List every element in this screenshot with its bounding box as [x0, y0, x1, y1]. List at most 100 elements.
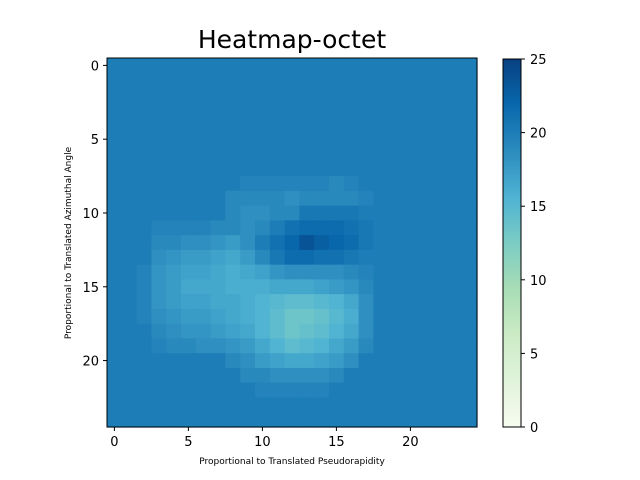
colorbar-tick-label: 10 — [530, 274, 547, 289]
heatmap-cell — [314, 338, 330, 354]
heatmap-cell — [121, 220, 138, 236]
heatmap-cell — [462, 367, 478, 384]
heatmap-cell — [299, 161, 315, 177]
heatmap-cell — [136, 102, 152, 118]
heatmap-cell — [462, 353, 478, 369]
heatmap-cell — [195, 131, 212, 148]
heatmap-cell — [299, 87, 315, 103]
heatmap-cell — [358, 102, 374, 118]
heatmap-cell — [269, 176, 286, 192]
heatmap-cell — [151, 323, 167, 340]
heatmap-cell — [462, 412, 478, 428]
heatmap-cell — [210, 117, 226, 133]
heatmap-cell — [329, 190, 345, 207]
heatmap-cell — [166, 412, 182, 428]
heatmap-cell — [269, 146, 286, 162]
heatmap-cell — [166, 146, 182, 162]
heatmap-cell — [255, 323, 271, 340]
heatmap-cell — [358, 397, 374, 413]
heatmap-cell — [195, 87, 212, 103]
heatmap-cell — [329, 72, 345, 89]
heatmap-cell — [373, 117, 389, 133]
heatmap-cell — [240, 397, 256, 413]
heatmap-cell — [225, 353, 241, 369]
heatmap-cell — [343, 338, 360, 354]
heatmap-cell — [240, 117, 256, 133]
heatmap-cell — [121, 117, 138, 133]
heatmap-cell — [447, 176, 463, 192]
heatmap-cell — [432, 72, 448, 89]
heatmap-cell — [181, 308, 197, 325]
heatmap-cell — [284, 146, 300, 162]
heatmap-cell — [284, 264, 300, 280]
heatmap-cell — [284, 367, 300, 384]
heatmap-cell — [121, 205, 138, 221]
heatmap-cell — [121, 279, 138, 295]
heatmap-cell — [240, 87, 256, 103]
heatmap-cell — [166, 117, 182, 133]
heatmap-cell — [343, 367, 360, 384]
heatmap-cell — [195, 382, 212, 399]
heatmap-cell — [284, 235, 300, 251]
chart-title: Heatmap-octet — [198, 25, 387, 54]
heatmap-cell — [255, 338, 271, 354]
heatmap-cell — [166, 205, 182, 221]
heatmap-cell — [240, 161, 256, 177]
heatmap-cell — [240, 294, 256, 310]
heatmap-cell — [462, 308, 478, 325]
heatmap-cell — [225, 264, 241, 280]
heatmap-cell — [151, 176, 167, 192]
heatmap-cell — [462, 176, 478, 192]
heatmap-cell — [462, 190, 478, 207]
heatmap-cell — [166, 264, 182, 280]
heatmap-cell — [314, 279, 330, 295]
heatmap-cell — [447, 249, 463, 266]
heatmap-cell — [255, 235, 271, 251]
heatmap-cell — [388, 353, 404, 369]
heatmap-cell — [269, 294, 286, 310]
heatmap-cell — [195, 249, 212, 266]
heatmap-cell — [255, 367, 271, 384]
heatmap-cell — [151, 205, 167, 221]
heatmap-cell — [447, 190, 463, 207]
heatmap-cell — [269, 102, 286, 118]
heatmap-cell — [403, 294, 419, 310]
heatmap-cell — [166, 161, 182, 177]
heatmap-cell — [210, 353, 226, 369]
heatmap-cell — [284, 249, 300, 266]
heatmap-cell — [151, 58, 167, 74]
heatmap-cell — [329, 87, 345, 103]
heatmap-cell — [417, 102, 434, 118]
heatmap-cell — [329, 235, 345, 251]
heatmap-cell — [314, 264, 330, 280]
heatmap-cell — [225, 220, 241, 236]
heatmap-cell — [373, 412, 389, 428]
heatmap-cell — [403, 72, 419, 89]
heatmap-cell — [136, 294, 152, 310]
heatmap-cell — [255, 264, 271, 280]
heatmap-cell — [240, 176, 256, 192]
heatmap-cell — [195, 338, 212, 354]
heatmap-cell — [225, 367, 241, 384]
heatmap-cell — [107, 308, 123, 325]
heatmap-cell — [299, 102, 315, 118]
heatmap-cell — [388, 117, 404, 133]
heatmap-cell — [343, 176, 360, 192]
heatmap-cell — [195, 353, 212, 369]
heatmap-cell — [432, 176, 448, 192]
heatmap-cell — [343, 249, 360, 266]
heatmap-cell — [166, 279, 182, 295]
heatmap-cell — [299, 294, 315, 310]
heatmap-cell — [166, 294, 182, 310]
heatmap-cell — [151, 412, 167, 428]
heatmap-cell — [314, 117, 330, 133]
heatmap-cell — [462, 264, 478, 280]
heatmap-cell — [299, 264, 315, 280]
heatmap-cell — [121, 58, 138, 74]
heatmap-cell — [462, 338, 478, 354]
heatmap-cell — [343, 190, 360, 207]
heatmap-cell — [388, 249, 404, 266]
heatmap-cell — [225, 397, 241, 413]
heatmap-cell — [447, 117, 463, 133]
heatmap-cell — [269, 161, 286, 177]
